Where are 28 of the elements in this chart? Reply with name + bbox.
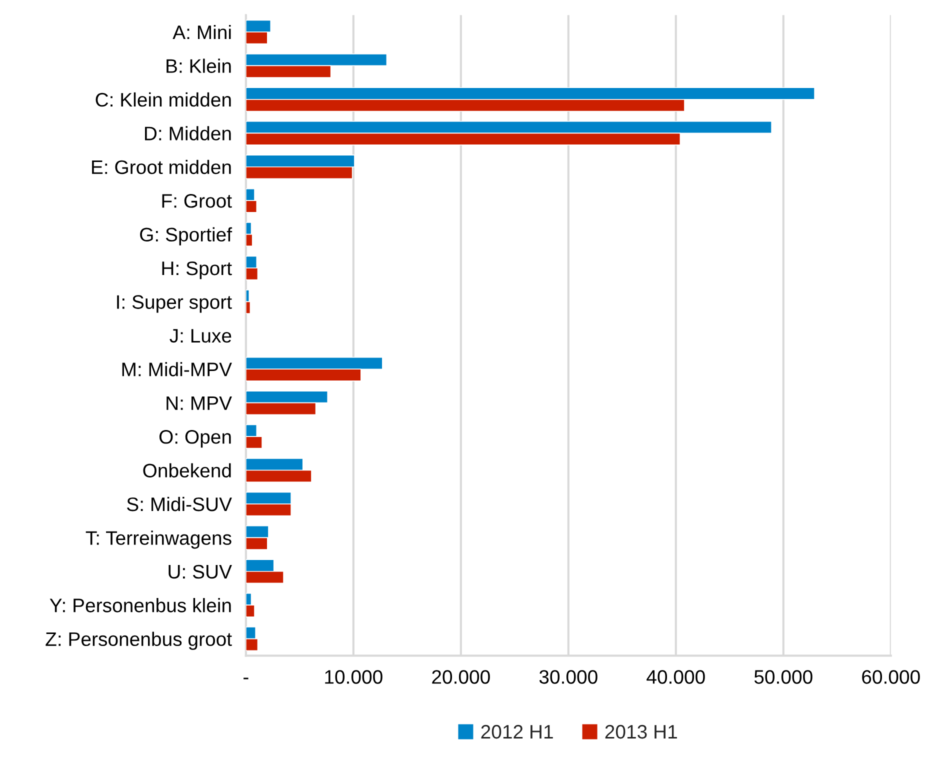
y-tick-label: G: Sportief bbox=[140, 227, 232, 246]
y-tick-label: M: Midi-MPV bbox=[122, 362, 232, 376]
y-tick-label: N: MPV bbox=[166, 396, 232, 410]
x-tick-label: 50.000 bbox=[754, 670, 812, 684]
x-tick-label: 20.000 bbox=[432, 670, 490, 684]
y-tick-label: D: Midden bbox=[145, 126, 231, 140]
x-tick-label: 30.000 bbox=[539, 670, 598, 684]
y-tick-label: H: Sport bbox=[162, 261, 232, 280]
y-tick-label: Z: Personenbus groot bbox=[46, 632, 232, 650]
y-tick-label: F: Groot bbox=[162, 194, 232, 208]
y-tick-label: Onbekend bbox=[143, 463, 231, 478]
y-tick-label: O: Open bbox=[159, 430, 231, 448]
y-tick-label: S: Midi-SUV bbox=[127, 496, 232, 512]
y-tick-label: E: Groot midden bbox=[92, 160, 231, 174]
y-tick-label: U: SUV bbox=[168, 564, 232, 579]
y-tick-label: I: Super sport bbox=[117, 295, 232, 313]
y-tick-label: Y: Personenbus klein bbox=[50, 598, 231, 612]
legend-label: 2013 H1 bbox=[605, 724, 677, 739]
y-tick-label: J: Luxe bbox=[170, 329, 232, 343]
legend-label: 2012 H1 bbox=[481, 724, 553, 739]
x-tick-label: 10.000 bbox=[325, 670, 382, 684]
x-tick-label: 60.000 bbox=[862, 670, 920, 684]
y-tick-label: C: Klein midden bbox=[96, 92, 231, 107]
x-tick-label: 40.000 bbox=[646, 670, 705, 684]
x-tick-label: - bbox=[244, 678, 248, 680]
y-tick-label: A: Mini bbox=[172, 24, 231, 40]
y-tick-label: T: Terreinwagens bbox=[86, 530, 232, 549]
y-tick-label: B: Klein bbox=[166, 58, 231, 73]
